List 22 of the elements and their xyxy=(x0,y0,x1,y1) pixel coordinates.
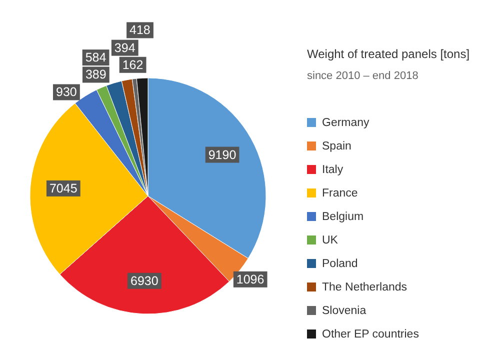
data-label: 389 xyxy=(85,68,106,82)
legend-label: France xyxy=(322,188,358,200)
data-label: 9190 xyxy=(208,148,236,162)
legend-label: Poland xyxy=(322,258,358,270)
text: since 2010 – end 2018 xyxy=(307,70,418,82)
legend-label: Italy xyxy=(322,164,344,176)
data-label: 162 xyxy=(122,58,144,72)
legend-label: Spain xyxy=(322,140,352,152)
legend-label: Belgium xyxy=(322,211,364,223)
data-label: 7045 xyxy=(49,181,78,196)
legend-label: Other EP countries xyxy=(322,328,420,340)
legend-label: The Netherlands xyxy=(322,282,408,294)
legend-label: Germany xyxy=(322,117,370,129)
data-label: 584 xyxy=(85,50,106,65)
data-label: 394 xyxy=(114,40,136,55)
data-label: 930 xyxy=(56,85,77,100)
text: Weight of treated panels [tons] xyxy=(307,47,470,61)
data-label: 418 xyxy=(130,23,150,38)
data-label: 6930 xyxy=(130,274,158,288)
legend-label: Slovenia xyxy=(322,305,367,317)
data-label: 1096 xyxy=(236,272,264,286)
legend-label: UK xyxy=(322,234,338,246)
